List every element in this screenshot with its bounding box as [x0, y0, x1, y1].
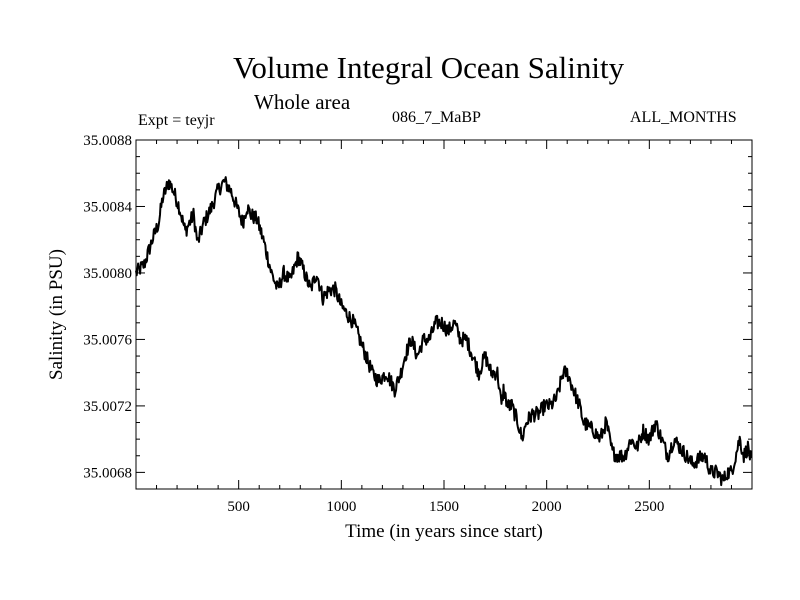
y-tick-label: 35.0084 [83, 199, 132, 215]
y-tick-label: 35.0072 [83, 399, 132, 415]
plot-frame [135, 139, 753, 490]
axis-ticks [136, 139, 752, 489]
chart-subtitle: Whole area [254, 90, 351, 114]
run-id-label: 086_7_MaBP [392, 109, 481, 126]
y-tick-label: 35.0088 [83, 133, 132, 149]
y-tick-label: 35.0068 [83, 465, 132, 481]
x-tick-label: 500 [227, 499, 250, 515]
x-tick-label: 2500 [634, 499, 664, 515]
months-label: ALL_MONTHS [630, 109, 737, 126]
y-tick-label: 35.0080 [83, 266, 132, 282]
x-tick-label: 1000 [326, 499, 356, 515]
y-tick-label: 35.0076 [83, 332, 132, 348]
axis-tick-labels: 500 1000 1500 2000 2500 35.0068 35.0072 35.0076… [83, 133, 664, 515]
chart-title: Volume Integral Ocean Salinity [233, 50, 625, 85]
x-tick-label: 2000 [532, 499, 562, 515]
salinity-series-line [135, 176, 753, 487]
y-axis-label: Salinity (in PSU) [46, 249, 67, 380]
experiment-label: Expt = teyjr [138, 112, 215, 129]
x-tick-label: 1500 [429, 499, 459, 515]
x-axis-label: Time (in years since start) [345, 521, 543, 542]
